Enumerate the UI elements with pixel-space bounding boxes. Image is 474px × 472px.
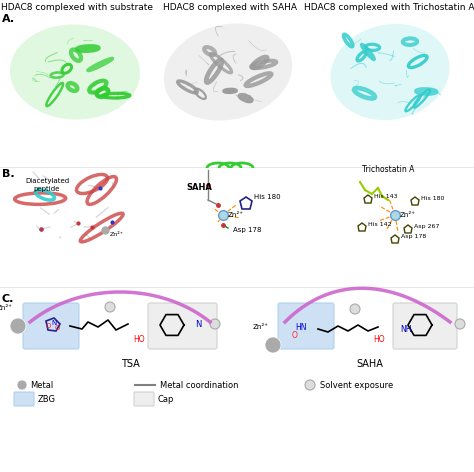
Text: HDAC8 complexed with SAHA: HDAC8 complexed with SAHA bbox=[163, 3, 297, 12]
Text: B.: B. bbox=[2, 169, 15, 179]
Text: Asp 178: Asp 178 bbox=[401, 234, 426, 239]
Text: Metal: Metal bbox=[30, 380, 53, 389]
Text: O: O bbox=[55, 325, 60, 331]
FancyBboxPatch shape bbox=[393, 303, 457, 349]
Text: Zn²⁺: Zn²⁺ bbox=[400, 212, 416, 218]
Text: Asp 178: Asp 178 bbox=[233, 227, 262, 233]
Text: SAHA: SAHA bbox=[186, 183, 212, 192]
Text: Zn²⁺: Zn²⁺ bbox=[253, 324, 269, 330]
Circle shape bbox=[17, 380, 27, 390]
Text: ZBG: ZBG bbox=[38, 395, 56, 404]
Text: His 143: His 143 bbox=[374, 194, 398, 199]
Text: C.: C. bbox=[2, 294, 14, 304]
Text: HO: HO bbox=[133, 335, 145, 344]
Text: Solvent exposure: Solvent exposure bbox=[320, 380, 393, 389]
Ellipse shape bbox=[164, 24, 292, 120]
Text: His 180: His 180 bbox=[254, 194, 281, 200]
Text: HO: HO bbox=[373, 335, 384, 344]
Text: O: O bbox=[46, 323, 51, 329]
Circle shape bbox=[265, 337, 281, 353]
FancyBboxPatch shape bbox=[23, 303, 79, 349]
Circle shape bbox=[10, 318, 26, 334]
Text: N: N bbox=[195, 320, 201, 329]
Text: N: N bbox=[51, 320, 56, 326]
Text: His 142: His 142 bbox=[368, 222, 392, 227]
FancyBboxPatch shape bbox=[14, 392, 34, 406]
Text: Asp 267: Asp 267 bbox=[414, 224, 439, 229]
Circle shape bbox=[210, 319, 220, 329]
Text: HDAC8 complexed with substrate: HDAC8 complexed with substrate bbox=[1, 3, 154, 12]
Ellipse shape bbox=[10, 25, 140, 119]
Text: Zn²⁺: Zn²⁺ bbox=[0, 305, 13, 311]
Circle shape bbox=[105, 302, 115, 312]
Text: Zn²⁺: Zn²⁺ bbox=[228, 212, 244, 218]
FancyBboxPatch shape bbox=[278, 303, 334, 349]
Text: His 180: His 180 bbox=[421, 196, 444, 201]
Circle shape bbox=[455, 319, 465, 329]
Text: Trichostatin A: Trichostatin A bbox=[362, 165, 414, 174]
Text: SAHA: SAHA bbox=[356, 359, 383, 369]
Text: HDAC8 complexed with Trichostatin A: HDAC8 complexed with Trichostatin A bbox=[304, 3, 474, 12]
Text: TSA: TSA bbox=[120, 359, 139, 369]
Text: Diacetylated
peptide: Diacetylated peptide bbox=[25, 178, 69, 192]
Text: Metal coordination: Metal coordination bbox=[160, 380, 238, 389]
Text: A.: A. bbox=[2, 14, 15, 24]
Text: NH: NH bbox=[400, 325, 411, 334]
Text: Cap: Cap bbox=[158, 395, 174, 404]
FancyBboxPatch shape bbox=[134, 392, 154, 406]
Text: Zn²⁺: Zn²⁺ bbox=[110, 232, 124, 237]
Text: HN: HN bbox=[295, 323, 307, 332]
Ellipse shape bbox=[330, 24, 449, 120]
Circle shape bbox=[305, 380, 315, 390]
FancyBboxPatch shape bbox=[148, 303, 217, 349]
Circle shape bbox=[350, 304, 360, 314]
Text: O: O bbox=[292, 331, 298, 340]
